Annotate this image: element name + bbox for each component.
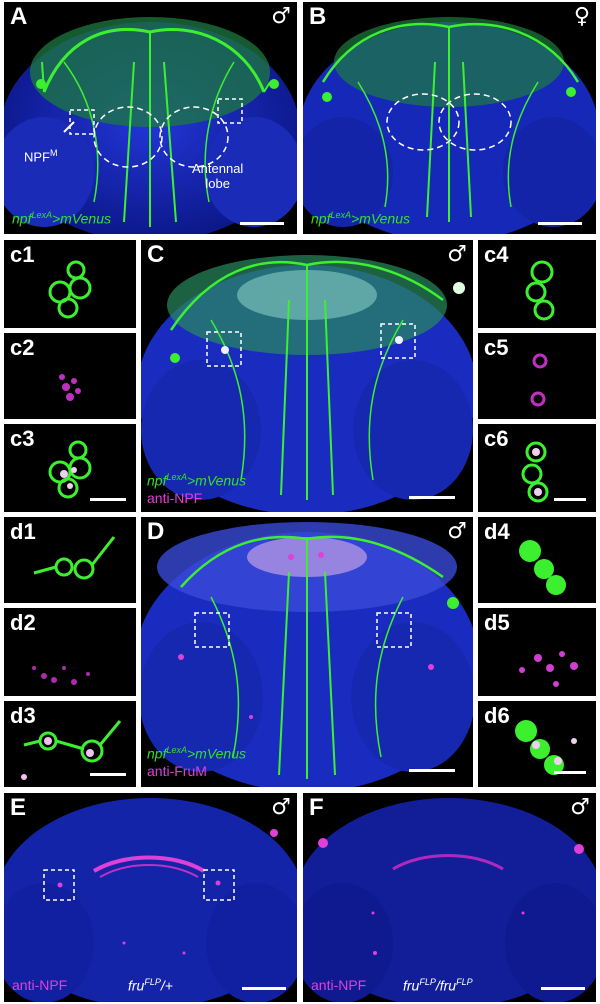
genotype-label: npfLexA>mVenus (311, 210, 410, 227)
stain-label: anti-NPF (311, 977, 367, 993)
sex-symbol: ♂ (447, 519, 467, 544)
inset-d6: d6 (478, 701, 596, 787)
inset-c4: c4 (478, 240, 596, 328)
inset-c6: c6 (478, 424, 596, 512)
genotype-label: npfLexA>mVenus (147, 472, 246, 489)
genotype-label: fruFLP/+ (128, 977, 173, 994)
inset-c1: c1 (4, 240, 136, 328)
scale-bar (242, 987, 286, 990)
scale-bar (554, 771, 586, 774)
scale-bar (538, 222, 582, 225)
scale-bar (554, 498, 586, 501)
panel-f-image (303, 798, 596, 1002)
panel-a: A ♂ NPFM Antennal lobe npfLexA>mVenus (4, 2, 297, 234)
scale-bar (409, 496, 455, 499)
stain-label: anti-NPF (12, 977, 68, 993)
inset-c2: c2 (4, 333, 136, 419)
panel-label: E (10, 794, 27, 821)
antennal-lobe-annotation: Antennal lobe (192, 161, 244, 191)
panel-label: A (10, 3, 28, 30)
panel-d: D ♂ npfLexA>mVenus anti-FruM (141, 517, 473, 787)
inset-d5: d5 (478, 608, 596, 696)
scale-bar (541, 987, 585, 990)
scale-bar (240, 222, 284, 225)
panel-c-image (141, 255, 473, 512)
sex-symbol: ♀ (573, 4, 590, 29)
panel-label: B (309, 3, 327, 30)
genotype-label: npfLexA>mVenus (147, 745, 246, 762)
sex-symbol: ♂ (570, 795, 590, 820)
panel-label: F (309, 794, 324, 821)
panel-b: B ♀ npfLexA>mVenus (303, 2, 596, 234)
inset-c5: c5 (478, 333, 596, 419)
genotype-label: npfLexA>mVenus (12, 210, 111, 227)
inset-d2: d2 (4, 608, 136, 696)
panel-e: E ♂ anti-NPF fruFLP/+ (4, 793, 297, 1002)
npf-m-annotation: NPFM (24, 148, 58, 165)
scale-bar (409, 769, 455, 772)
scale-bar (90, 498, 126, 501)
panel-label: C (147, 241, 165, 268)
sex-symbol: ♂ (271, 4, 291, 29)
inset-d4: d4 (478, 517, 596, 603)
panel-a-image (4, 17, 297, 234)
inset-c3: c3 (4, 424, 136, 512)
inset-d1: d1 (4, 517, 136, 603)
sex-symbol: ♂ (271, 795, 291, 820)
panel-d-image (141, 522, 473, 787)
scale-bar (90, 773, 126, 776)
panel-c: C ♂ npfLexA>mVenus anti-NPF (141, 240, 473, 512)
panel-label: D (147, 518, 165, 545)
sex-symbol: ♂ (447, 242, 467, 267)
panel-e-image (4, 798, 297, 1002)
inset-d3: d3 (4, 701, 136, 787)
genotype-label: fruFLP/fruFLP (403, 977, 473, 994)
stain-label: anti-FruM (147, 763, 207, 779)
panel-b-image (303, 17, 596, 234)
stain-label: anti-NPF (147, 490, 203, 506)
panel-f: F ♂ anti-NPF fruFLP/fruFLP (303, 793, 596, 1002)
